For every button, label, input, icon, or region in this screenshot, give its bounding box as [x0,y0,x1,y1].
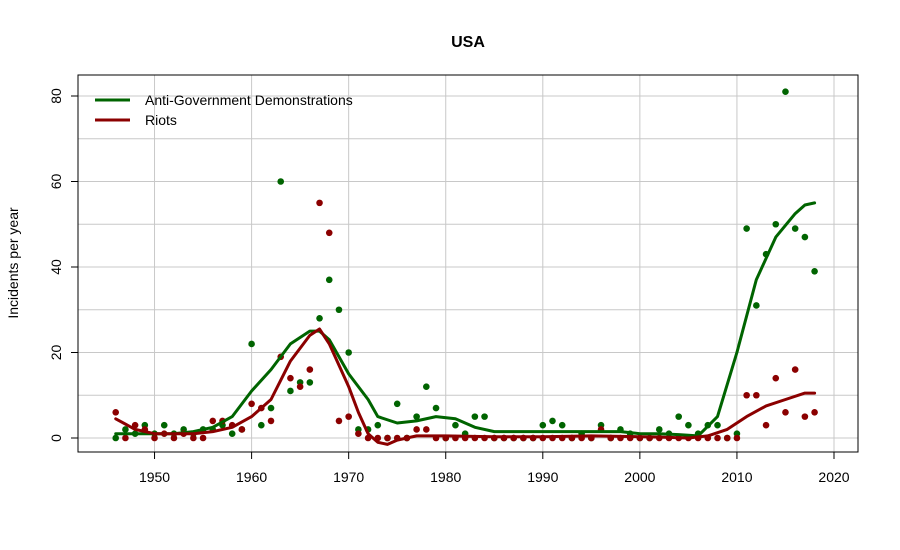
data-point [122,434,129,442]
data-point [355,430,362,438]
data-point [811,267,818,275]
data-point [199,434,207,442]
data-point [772,374,780,382]
y-tick-label: 20 [48,345,64,361]
data-point [762,421,770,429]
data-point [335,417,343,425]
x-tick-label: 1950 [139,469,170,485]
data-point [335,306,343,314]
data-point [306,379,314,386]
data-point [306,366,314,373]
data-point [481,413,488,420]
data-point [248,400,255,408]
data-point [791,366,799,373]
data-point [714,434,721,442]
x-tick-label: 1980 [430,469,461,485]
data-point [753,391,760,399]
data-point [190,434,197,442]
data-point [655,426,663,433]
data-point [549,417,556,425]
x-axis: 1950 1960 1970 1980 1990 2000 2010 2020 [139,451,850,485]
legend: Anti-Government Demonstrations Riots [95,92,353,128]
data-point [267,404,275,412]
data-point [170,434,178,442]
trend-line-1 [114,327,817,446]
data-point [743,225,750,232]
data-point [423,383,430,391]
data-point [316,199,323,207]
legend-label-1: Riots [145,112,177,128]
data-point [393,400,401,408]
x-tick-label: 1990 [527,469,558,485]
data-point [238,426,246,433]
series-layer [112,88,818,446]
y-tick-label: 80 [48,88,64,104]
x-tick-label: 2020 [818,469,849,485]
data-point [753,302,760,309]
data-point [374,421,382,429]
data-point [209,417,217,425]
x-tick-label: 2000 [624,469,655,485]
data-point [413,426,420,433]
data-point [345,413,352,420]
y-axis: 0 20 40 60 80 [48,88,79,442]
data-point [714,421,721,429]
data-point [452,421,459,429]
data-point [733,434,741,442]
data-point [267,417,275,425]
data-point [325,276,333,284]
y-axis-label: Incidents per year [5,207,21,319]
grid [78,75,858,452]
x-tick-label: 2010 [721,469,752,485]
data-point [685,421,692,429]
data-point [160,421,168,429]
data-point [723,434,731,442]
data-point [772,220,780,228]
data-point [384,434,391,442]
data-point [743,391,750,399]
data-point [228,430,236,438]
data-point [287,374,294,382]
chart-title: USA [451,34,485,51]
data-point [801,413,809,420]
trend-line-0 [114,201,817,438]
data-point [112,434,120,442]
data-point [316,315,323,322]
data-point [112,409,120,416]
data-point [782,88,789,96]
y-tick-label: 0 [48,434,64,442]
data-point [122,426,129,433]
y-tick-label: 60 [48,174,64,190]
data-point [296,383,304,391]
data-point [258,421,265,429]
data-point [791,225,799,232]
data-point [539,421,547,429]
data-point [151,434,158,442]
data-point [675,413,682,420]
data-point [287,387,294,395]
x-tick-label: 1960 [236,469,267,485]
data-point [432,404,440,412]
data-point [423,426,430,433]
x-tick-label: 1970 [333,469,364,485]
data-point [248,340,255,348]
data-point [345,349,352,356]
data-point [413,413,420,420]
legend-label-0: Anti-Government Demonstrations [145,92,353,108]
data-point [801,233,809,241]
y-tick-label: 40 [48,259,64,275]
data-point [782,409,789,416]
data-point [325,229,333,237]
data-point [811,409,818,416]
data-point [558,421,566,429]
data-point [471,413,479,420]
data-point [277,178,285,185]
